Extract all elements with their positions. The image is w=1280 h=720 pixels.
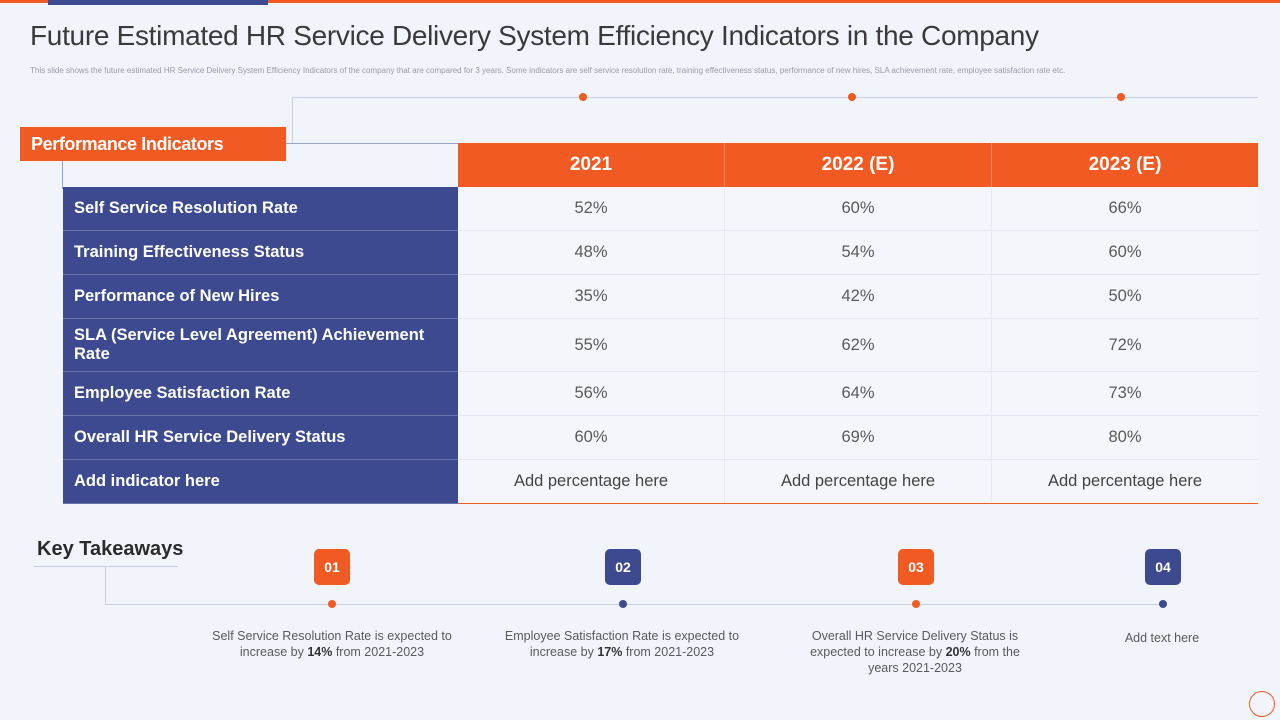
timeline-dot (619, 600, 627, 608)
header-connector-drop (292, 97, 293, 143)
takeaway-number-badge: 01 (314, 549, 350, 585)
takeaway-text: Overall HR Service Delivery Status is ex… (810, 629, 1020, 675)
top-border-line (0, 0, 1280, 3)
timeline-dot (1159, 600, 1167, 608)
row-label: Training Effectiveness Status (63, 231, 458, 275)
corner-circle-decoration (1249, 691, 1275, 717)
row-label: Performance of New Hires (63, 275, 458, 319)
table-cell: 35% (458, 275, 725, 319)
timeline-line (105, 604, 1165, 605)
table-cell: 48% (458, 231, 725, 275)
page-subtitle: This slide shows the future estimated HR… (30, 66, 1066, 75)
table-cell: Add percentage here (458, 460, 725, 504)
table-cell: 72% (992, 319, 1258, 372)
table-row: Employee Satisfaction Rate 56% 64% 73% (63, 372, 1258, 416)
table-cell: 64% (725, 372, 992, 416)
table-row: SLA (Service Level Agreement) Achievemen… (63, 319, 1258, 372)
table-cell: 60% (458, 416, 725, 460)
table-cell: Add percentage here (992, 460, 1258, 504)
top-accent-bar (48, 0, 268, 5)
key-takeaways-underline (34, 566, 178, 567)
column-header-2023: 2023 (E) (992, 143, 1258, 187)
takeaway-number-badge: 03 (898, 549, 934, 585)
timeline-dot (328, 600, 336, 608)
key-takeaways-title: Key Takeaways (37, 538, 184, 560)
table-row: Add indicator here Add percentage here A… (63, 460, 1258, 504)
timeline-dot (912, 600, 920, 608)
header-connector-line (292, 97, 1258, 98)
table-cell: 73% (992, 372, 1258, 416)
table-cell: 56% (458, 372, 725, 416)
table-cell: 66% (992, 187, 1258, 231)
page-title: Future Estimated HR Service Delivery Sys… (30, 20, 1039, 51)
table-cell: 42% (725, 275, 992, 319)
column-marker-dot (848, 93, 856, 101)
table-bottom-line (458, 503, 1258, 504)
table-row: Performance of New Hires 35% 42% 50% (63, 275, 1258, 319)
row-label: Overall HR Service Delivery Status (63, 416, 458, 460)
table-cell: 80% (992, 416, 1258, 460)
column-marker-dot (1117, 93, 1125, 101)
takeaway-text: Self Service Resolution Rate is expected… (212, 629, 452, 659)
timeline-drop (105, 566, 106, 604)
table-cell: 55% (458, 319, 725, 372)
table-cell: 60% (725, 187, 992, 231)
table-cell: 69% (725, 416, 992, 460)
row-label: Employee Satisfaction Rate (63, 372, 458, 416)
column-header-2021: 2021 (458, 143, 725, 187)
table-cell: Add percentage here (725, 460, 992, 504)
row-label: SLA (Service Level Agreement) Achievemen… (63, 319, 458, 372)
takeaway-number-badge: 04 (1145, 549, 1181, 585)
table-cell: 50% (992, 275, 1258, 319)
column-marker-dot (579, 93, 587, 101)
performance-indicators-label: Performance Indicators (20, 127, 286, 161)
row-label: Add indicator here (63, 460, 458, 504)
takeaway-text: Add text here (1124, 631, 1200, 645)
label-bracket (62, 143, 63, 189)
column-header-2022: 2022 (E) (725, 143, 992, 187)
takeaway-text: Employee Satisfaction Rate is expected t… (504, 629, 740, 659)
table-row: Overall HR Service Delivery Status 60% 6… (63, 416, 1258, 460)
takeaway-number-badge: 02 (605, 549, 641, 585)
table-cell: 60% (992, 231, 1258, 275)
table-cell: 52% (458, 187, 725, 231)
table-row: Self Service Resolution Rate 52% 60% 66% (63, 187, 1258, 231)
row-label: Self Service Resolution Rate (63, 187, 458, 231)
table-cell: 54% (725, 231, 992, 275)
table-header-row: 2021 2022 (E) 2023 (E) (458, 143, 1258, 187)
table-cell: 62% (725, 319, 992, 372)
table-row: Training Effectiveness Status 48% 54% 60… (63, 231, 1258, 275)
